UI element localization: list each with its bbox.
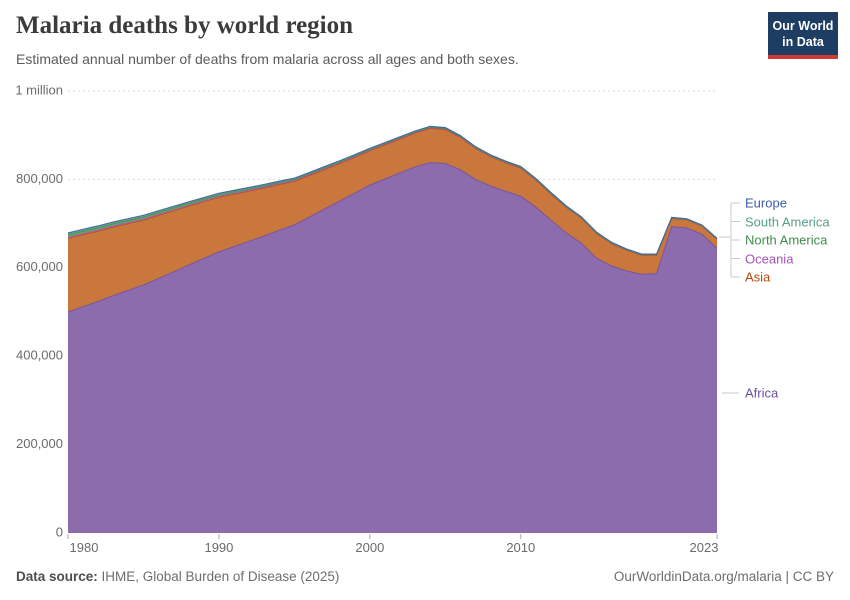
data-source: Data source: IHME, Global Burden of Dise… xyxy=(16,569,339,584)
line-north-america xyxy=(67,126,718,256)
legend-label-africa[interactable]: Africa xyxy=(745,385,779,401)
legend-label-north-america[interactable]: North America xyxy=(745,232,828,248)
y-axis-tick-label: 1 million xyxy=(15,82,63,97)
owid-logo-line1: Our World xyxy=(772,19,834,33)
legend-label-asia[interactable]: Asia xyxy=(745,269,771,285)
legend-label-oceania[interactable]: Oceania xyxy=(745,251,794,266)
legend-connector-lines xyxy=(719,202,740,394)
x-axis-tick-label: 2010 xyxy=(506,540,535,555)
y-axis-tick-label: 0 xyxy=(56,524,63,539)
y-axis-tick-label: 400,000 xyxy=(16,348,63,363)
line-africa xyxy=(67,162,718,313)
x-axis-tick-label: 1990 xyxy=(204,540,233,555)
chart-subtitle: Estimated annual number of deaths from m… xyxy=(16,51,519,67)
x-axis-tick-label: 2000 xyxy=(355,540,384,555)
y-axis-tick-label: 600,000 xyxy=(16,259,63,274)
chart-footer: Data source: IHME, Global Burden of Dise… xyxy=(16,569,834,584)
area-asia xyxy=(68,128,717,312)
y-axis-tick-label: 800,000 xyxy=(16,171,63,186)
owid-logo-line2: in Data xyxy=(782,35,824,50)
owid-citation-link[interactable]: OurWorldinData.org/malaria | CC BY xyxy=(613,569,834,584)
legend-label-south-america[interactable]: South America xyxy=(745,214,830,229)
line-europe xyxy=(67,125,718,255)
x-axis-tick-label: 1980 xyxy=(70,540,99,555)
area-africa xyxy=(68,162,717,533)
data-source-label: Data source: xyxy=(16,569,98,584)
y-axis-tick-label: 200,000 xyxy=(16,436,63,451)
page-title: Malaria deaths by world region xyxy=(16,12,354,39)
legend-label-europe[interactable]: Europe xyxy=(745,195,787,211)
data-source-text: IHME, Global Burden of Disease (2025) xyxy=(97,569,340,584)
x-axis-tick-label: 2023 xyxy=(690,540,719,555)
owid-logo[interactable]: Our World in Data xyxy=(768,12,838,59)
